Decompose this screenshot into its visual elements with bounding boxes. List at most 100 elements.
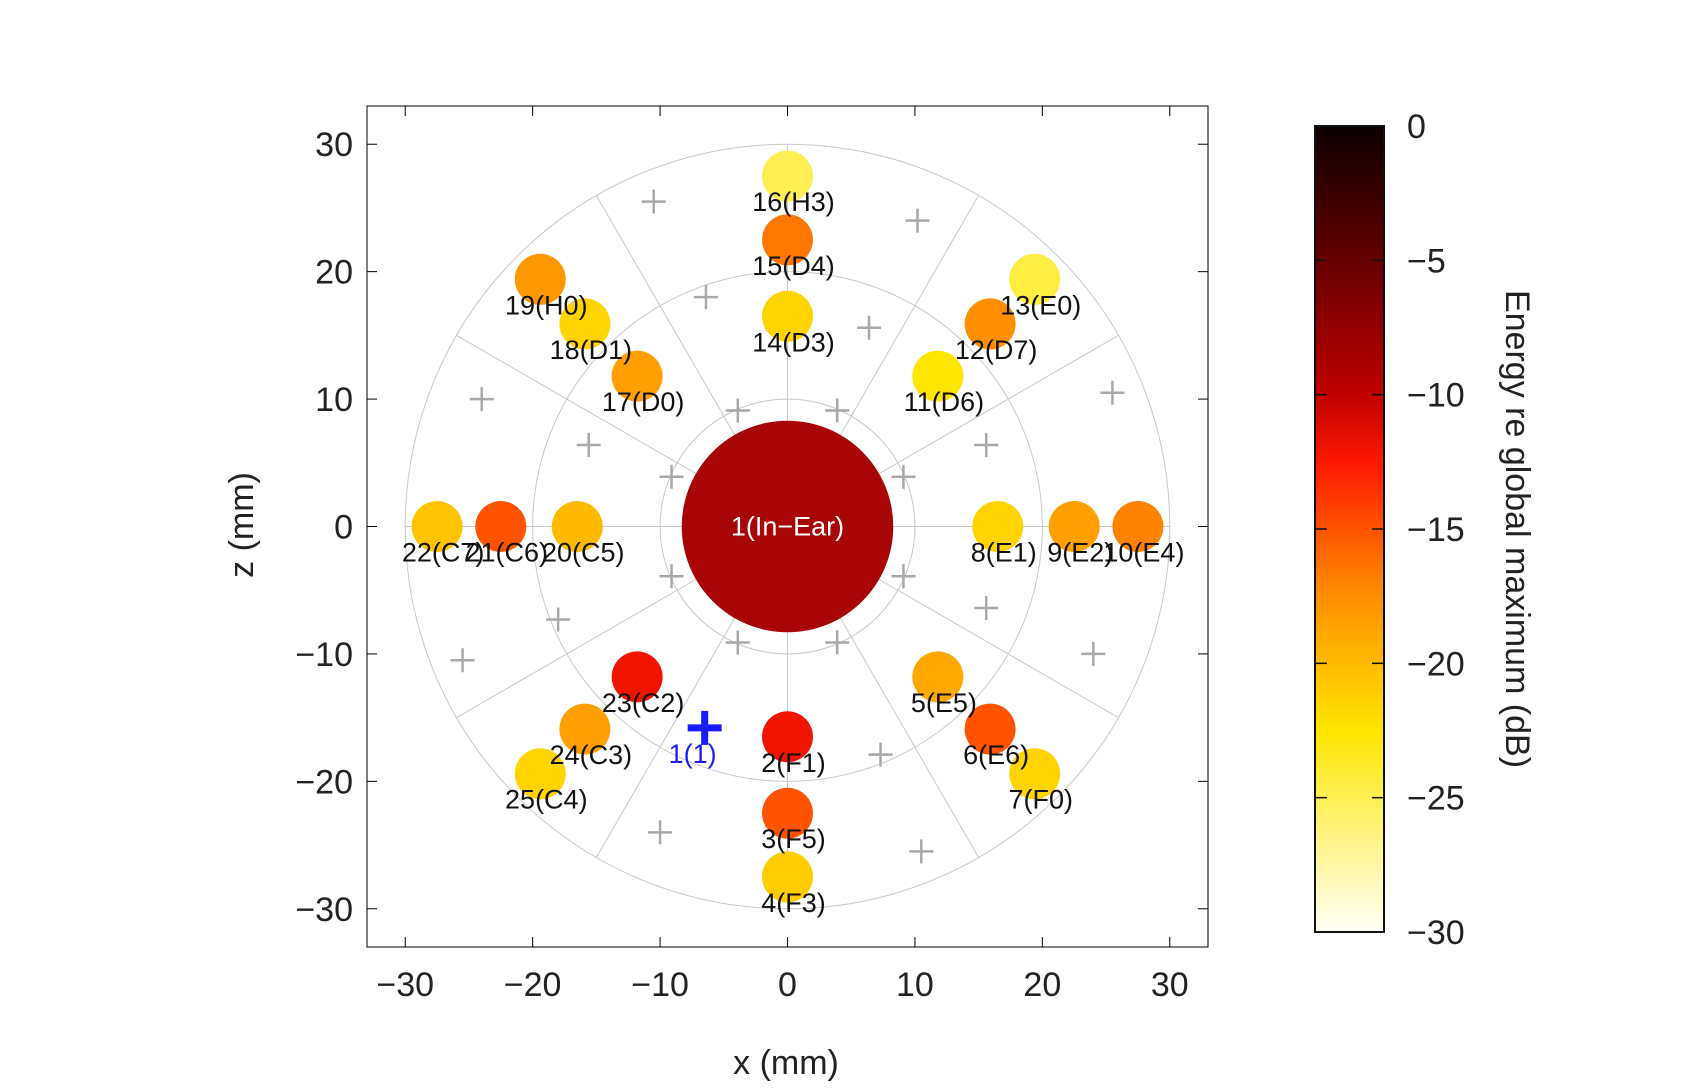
- colorbar-tick-label: −10: [1407, 377, 1465, 415]
- y-tick-label: −30: [295, 891, 353, 929]
- reference-marker: [891, 464, 916, 489]
- data-point-label: 4(F3): [761, 888, 826, 918]
- x-tick-label: −30: [376, 966, 434, 1004]
- reference-marker: [1081, 641, 1106, 666]
- data-point: [1112, 501, 1164, 552]
- y-tick-label: −10: [295, 636, 353, 674]
- reference-marker: [693, 285, 718, 310]
- colorbar-tick-label: 0: [1407, 108, 1426, 146]
- data-point: [964, 298, 1016, 350]
- grid-circle: [532, 271, 1043, 782]
- y-tick-label: 0: [334, 509, 353, 547]
- data-point-label: 19(H0): [505, 290, 588, 320]
- grid-circle: [404, 143, 1171, 910]
- data-point-label: 18(D1): [550, 335, 633, 365]
- data-point: [912, 350, 964, 402]
- reference-marker: [825, 630, 850, 655]
- data-point-label: 7(F0): [1008, 785, 1073, 815]
- data-point-label: 25(C4): [505, 785, 588, 815]
- colorbar: 0 −5 −10 −15 −20 −25 −30 Energy re global maxi…: [1314, 108, 1536, 952]
- reference-marker: [576, 432, 601, 457]
- reference-marker: [825, 398, 850, 423]
- x-tick-label: 0: [778, 966, 797, 1004]
- reference-marker: [725, 398, 750, 423]
- data-point-label: 20(C5): [542, 538, 625, 568]
- data-point: [964, 703, 1016, 755]
- data-point: [1009, 748, 1061, 800]
- reference-markers: [450, 189, 1125, 864]
- data-point: [611, 350, 663, 402]
- reference-marker: [725, 630, 750, 655]
- data-point: [762, 711, 813, 763]
- data-points: [411, 150, 1164, 903]
- x-axis-label: x (mm): [733, 1044, 839, 1082]
- colorbar-tick-label: −20: [1407, 645, 1465, 683]
- data-point-label: 16(H3): [752, 187, 835, 217]
- data-point-label: 11(D6): [904, 387, 985, 417]
- x-tick-label: 10: [896, 966, 934, 1004]
- data-point: [762, 214, 813, 266]
- x-tick-label: 30: [1151, 966, 1189, 1004]
- data-point: [1009, 253, 1061, 305]
- data-point-label: 12(D7): [955, 335, 1038, 365]
- reference-marker: [648, 820, 673, 845]
- colorbar-label: Energy re global maximum (dB): [1498, 290, 1536, 768]
- data-point: [912, 651, 964, 703]
- reference-marker: [469, 387, 494, 412]
- x-tick-label: −10: [631, 966, 689, 1004]
- data-point-label: 9(E2): [1047, 538, 1113, 568]
- reference-marker: [641, 189, 666, 214]
- highlight-marker-label: 1(1): [669, 739, 717, 769]
- y-tick-label: 10: [315, 381, 353, 419]
- colorbar-tick-label: −25: [1407, 780, 1465, 818]
- data-point-label: 8(E1): [971, 538, 1037, 568]
- reference-marker: [546, 607, 571, 632]
- data-point: [514, 748, 566, 800]
- colorbar-tick-label: −30: [1407, 914, 1465, 952]
- data-point-label: 15(D4): [752, 251, 835, 281]
- data-point-label: 23(C2): [602, 688, 685, 718]
- reference-marker: [1100, 380, 1125, 405]
- data-point-label: 5(E5): [911, 688, 977, 718]
- y-axis-label: z (mm): [223, 472, 261, 578]
- axis-ticks: −30 −20 −10 0 10 20 30 −30 −20 −10 0 10 20 30: [295, 106, 1208, 1004]
- reference-marker: [891, 564, 916, 589]
- reference-marker: [857, 315, 882, 340]
- colorbar-ticks: 0 −5 −10 −15 −20 −25 −30: [1315, 108, 1465, 952]
- data-point: [475, 501, 527, 552]
- center-label: 1(In−Ear): [731, 512, 844, 542]
- data-point-label: 24(C3): [550, 740, 633, 770]
- highlight-marker: [687, 710, 722, 745]
- reference-marker: [909, 839, 934, 864]
- reference-marker: [974, 596, 999, 621]
- x-tick-label: 20: [1023, 966, 1061, 1004]
- data-point-label: 22(C7): [402, 538, 485, 568]
- data-point: [762, 787, 813, 839]
- data-point: [762, 150, 813, 202]
- data-point-label: 21(C6): [466, 538, 549, 568]
- y-tick-label: 20: [315, 254, 353, 292]
- y-tick-label: −20: [295, 763, 353, 801]
- data-point: [1048, 501, 1100, 552]
- reference-marker: [868, 742, 893, 767]
- data-point: [762, 290, 813, 342]
- reference-marker: [905, 208, 930, 233]
- grid-circle: [659, 398, 916, 655]
- data-point-label: 10(E4): [1103, 538, 1184, 568]
- colorbar-tick-label: −15: [1407, 511, 1465, 549]
- data-point: [972, 501, 1024, 552]
- reference-marker: [659, 564, 684, 589]
- data-point-label: 3(F5): [761, 824, 826, 854]
- data-point: [514, 253, 566, 305]
- data-point: [411, 501, 463, 552]
- data-point-label: 13(E0): [1000, 290, 1081, 320]
- reference-marker: [450, 648, 475, 673]
- data-point: [762, 851, 813, 903]
- data-point: [559, 703, 611, 755]
- y-tick-label: 30: [315, 126, 353, 164]
- point-labels: 1(In−Ear) 2(F1) 3(F5) 4(F3) 5(E5) 6(E6) 7(F0) 8…: [402, 187, 1185, 918]
- data-point: [611, 651, 663, 703]
- data-point: [551, 501, 603, 552]
- data-point-label: 17(D0): [602, 387, 685, 417]
